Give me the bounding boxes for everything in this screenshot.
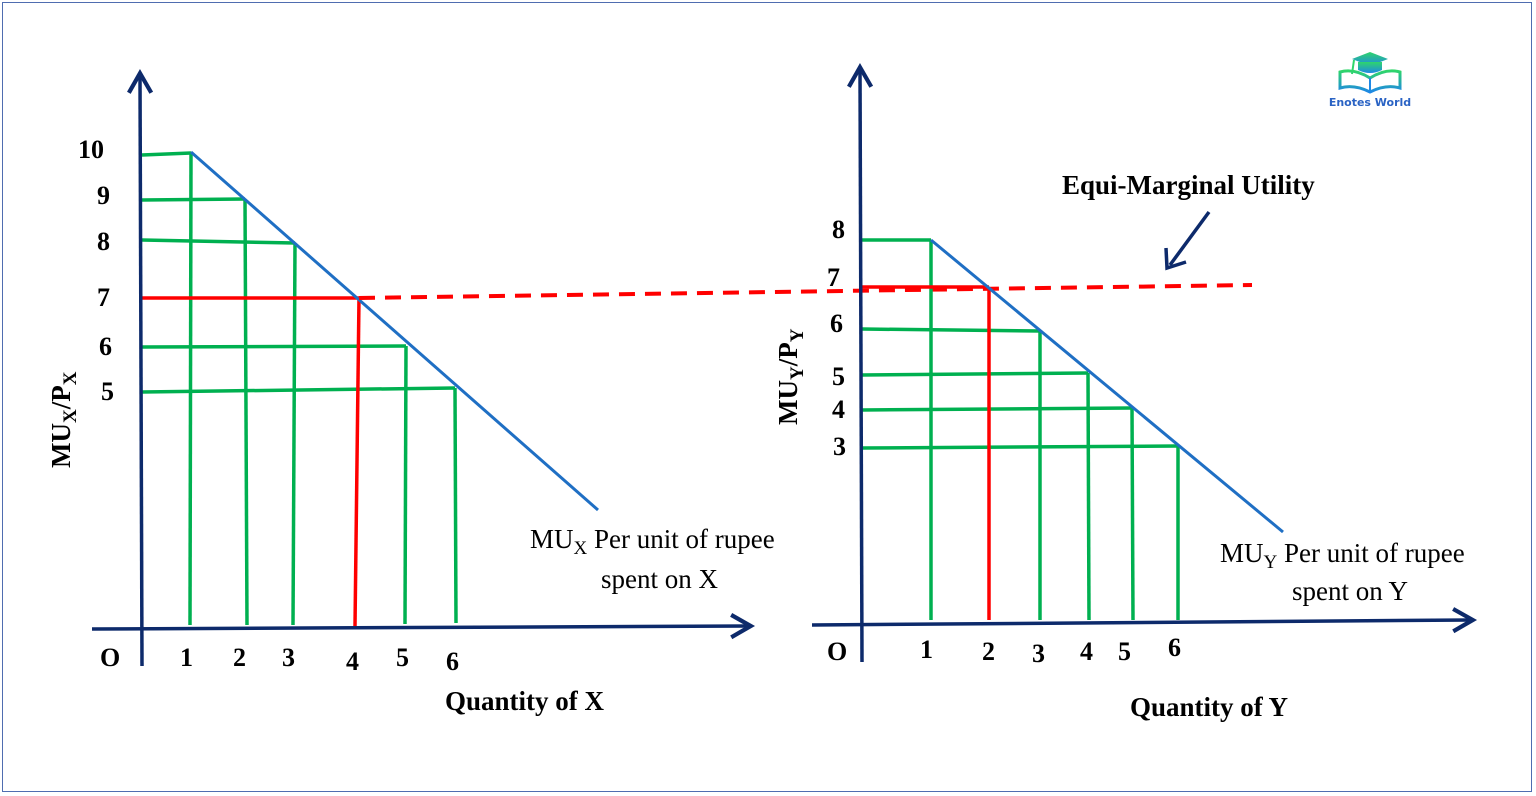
svg-text:4: 4	[346, 647, 359, 676]
curve-label-y-line2: spent on Y	[1292, 576, 1408, 606]
svg-text:3: 3	[833, 432, 846, 461]
svg-text:5: 5	[101, 377, 114, 406]
svg-text:3: 3	[282, 643, 295, 672]
svg-text:O: O	[100, 643, 120, 672]
logo-text: Enotes World	[1328, 96, 1412, 109]
svg-text:6: 6	[446, 647, 459, 676]
y-axis-x	[127, 68, 154, 667]
equilibrium-lines-x	[142, 296, 361, 627]
y-axis-title-x: MUX/PX	[46, 371, 81, 468]
chart-x: 10 9 8 7 6 5 O 1 2 3 4 5 6 Quantity of X…	[46, 68, 775, 716]
book-graduation-cap-icon	[1338, 52, 1402, 94]
chart-y: 8 7 6 5 4 3 O 1 2 3 4 5 6 Quantity of Y …	[773, 62, 1478, 722]
y-tick-labels-x: 10 9 8 7 6 5	[78, 135, 114, 406]
svg-text:6: 6	[1168, 633, 1181, 662]
svg-text:5: 5	[832, 362, 845, 391]
x-tick-labels-y: O 1 2 3 4 5 6	[827, 633, 1181, 668]
svg-text:3: 3	[1032, 639, 1045, 668]
svg-text:7: 7	[97, 283, 110, 312]
mu-y-curve	[930, 238, 1284, 534]
svg-text:8: 8	[97, 227, 110, 256]
y-axis-title-y: MUY/PY	[773, 328, 808, 425]
mu-x-curve	[190, 150, 599, 512]
svg-text:10: 10	[78, 135, 104, 164]
x-axis-title-x: Quantity of X	[445, 686, 605, 716]
svg-text:2: 2	[982, 637, 995, 666]
grid-lines-x	[141, 151, 458, 626]
x-axis-title-y: Quantity of Y	[1130, 692, 1288, 722]
svg-text:5: 5	[1118, 637, 1131, 666]
x-tick-labels-x: O 1 2 3 4 5 6	[100, 643, 459, 676]
curve-label-y: MUY Per unit of rupee	[1220, 538, 1465, 573]
equi-marginal-dashed-line	[358, 283, 1253, 300]
curve-label-x: MUX Per unit of rupee	[530, 524, 775, 559]
y-tick-labels-y: 8 7 6 5 4 3	[827, 215, 846, 461]
svg-text:9: 9	[97, 181, 110, 210]
svg-text:5: 5	[396, 643, 409, 672]
svg-text:7: 7	[827, 263, 840, 292]
equilibrium-lines-y	[862, 285, 991, 620]
equi-marginal-utility-label: Equi-Marginal Utility	[1062, 170, 1315, 200]
svg-text:6: 6	[99, 332, 112, 361]
svg-text:8: 8	[832, 215, 845, 244]
svg-text:4: 4	[1080, 637, 1093, 666]
svg-text:6: 6	[830, 309, 843, 338]
svg-text:2: 2	[233, 643, 246, 672]
enotes-world-logo: Enotes World	[1318, 48, 1422, 118]
curve-label-x-line2: spent on X	[601, 564, 718, 594]
x-axis-x	[91, 613, 756, 640]
y-axis-y	[847, 62, 874, 663]
x-axis-y	[811, 607, 1478, 634]
svg-text:O: O	[827, 637, 847, 666]
arrow-down-left-icon	[1164, 210, 1211, 271]
svg-text:1: 1	[180, 643, 193, 672]
svg-text:4: 4	[832, 395, 845, 424]
grid-lines-y	[861, 238, 1180, 621]
svg-text:1: 1	[920, 635, 933, 664]
